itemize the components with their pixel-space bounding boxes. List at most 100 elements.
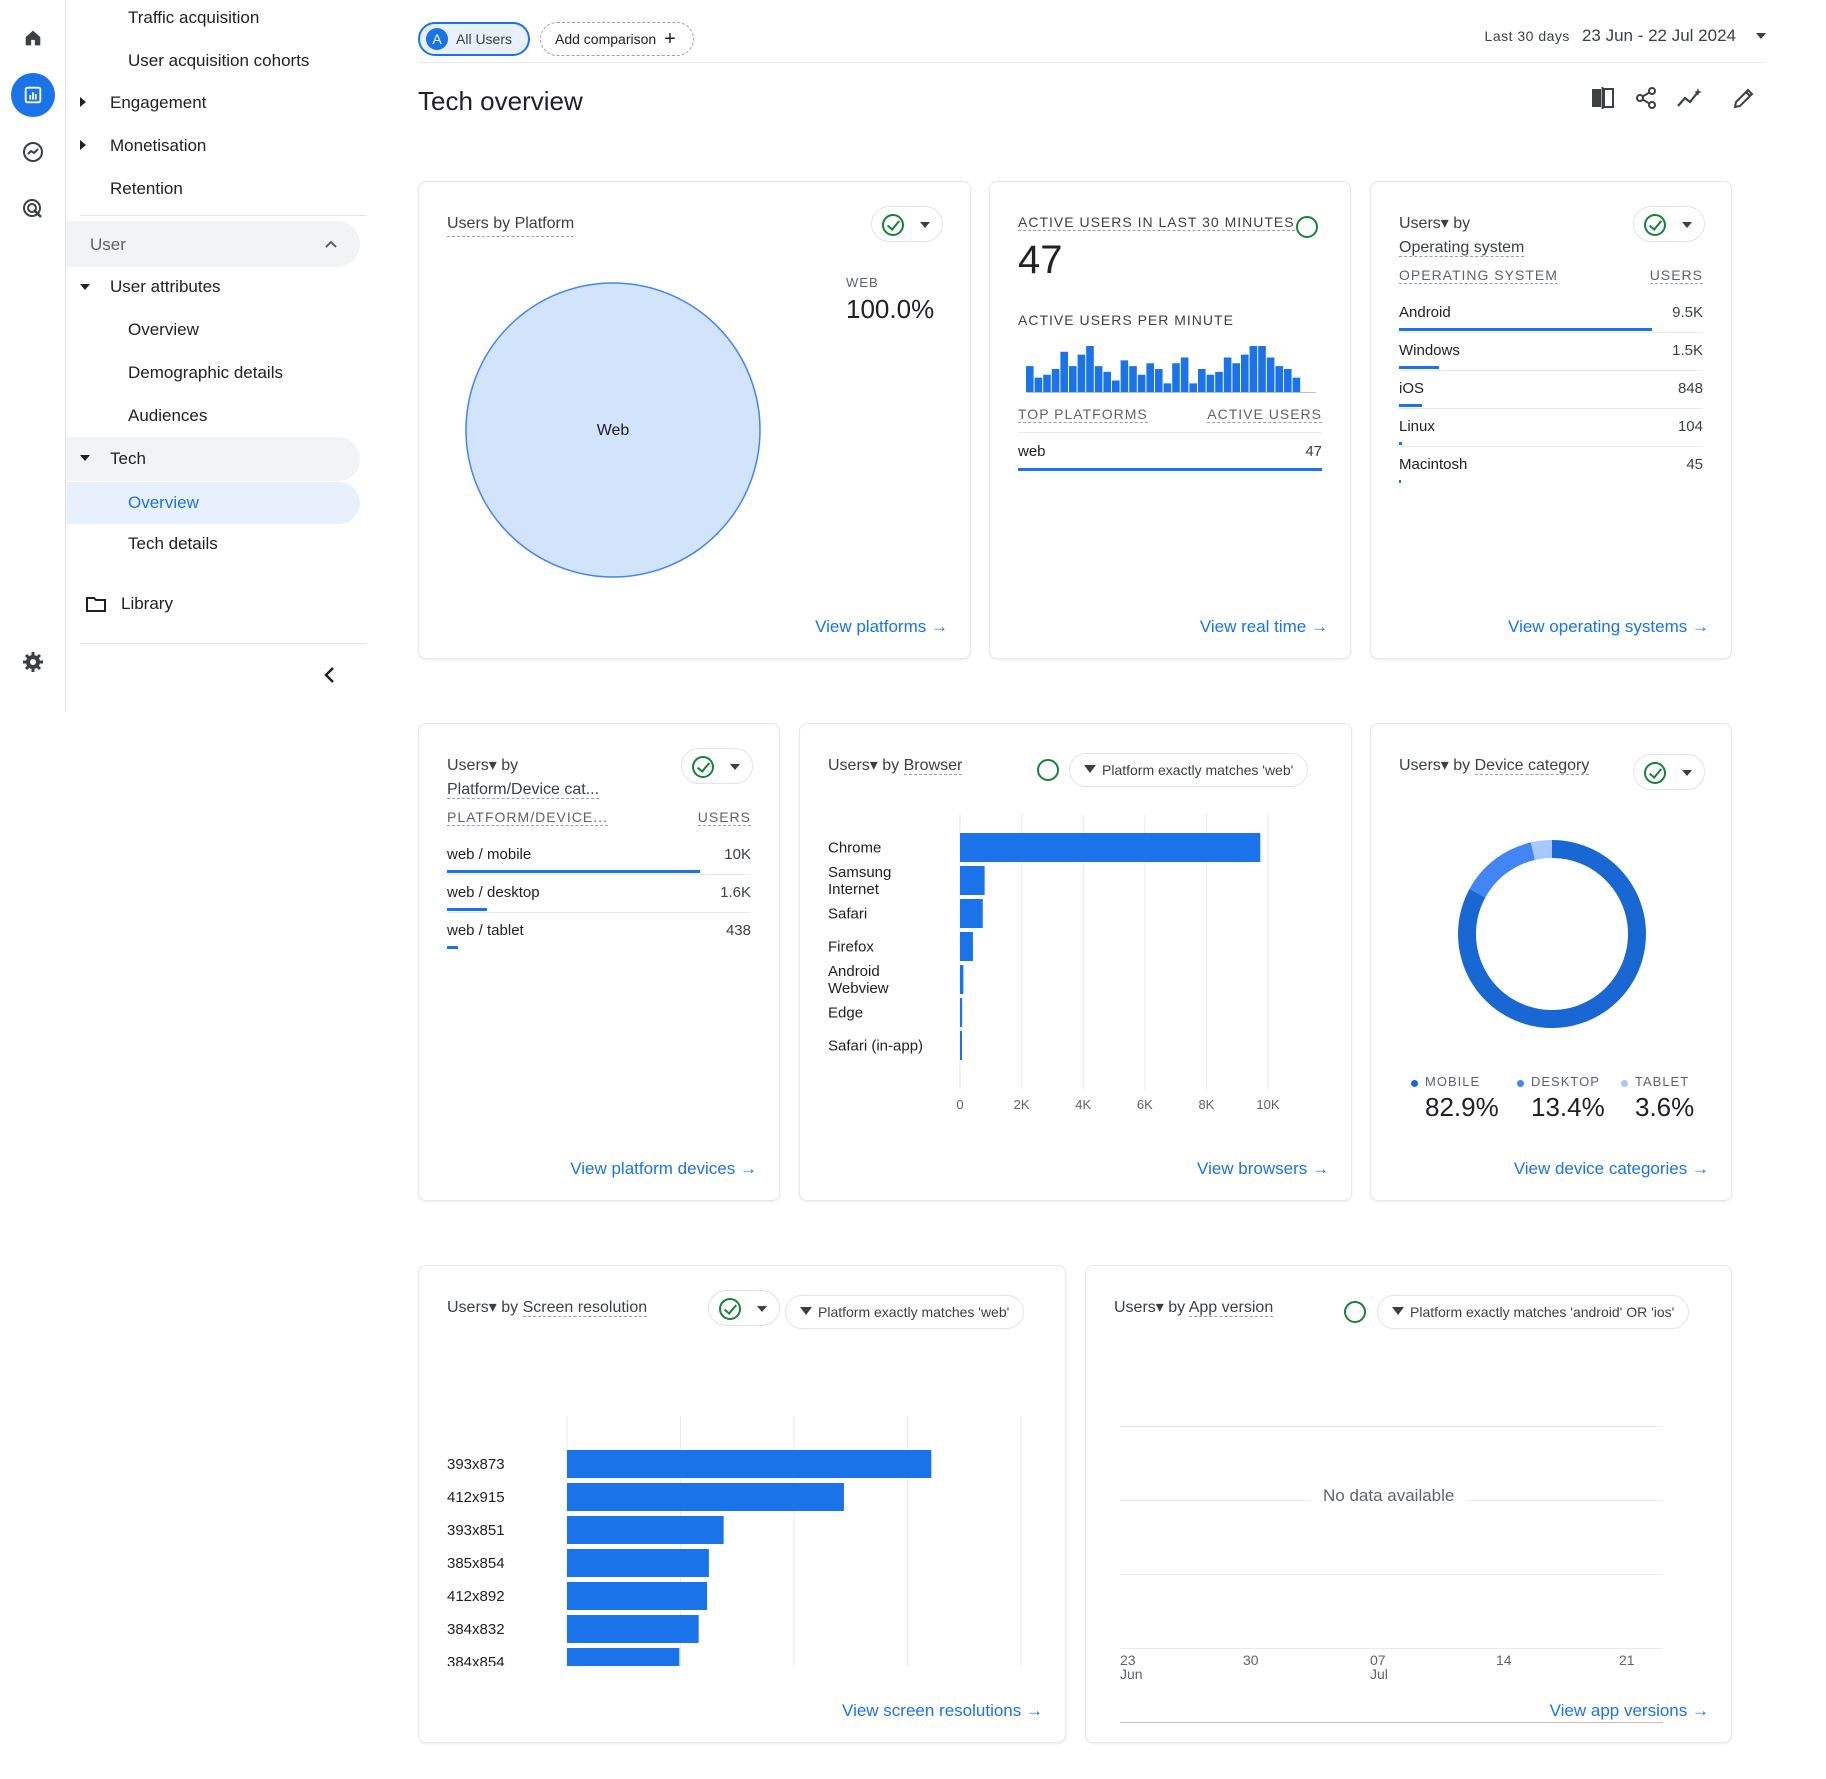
minute-bar[interactable] — [1284, 369, 1292, 392]
minute-bar[interactable] — [1120, 360, 1129, 392]
minute-bar[interactable] — [1292, 377, 1301, 392]
platform-filter-chip[interactable]: Platform exactly matches 'android' OR 'i… — [1377, 1295, 1690, 1329]
card-title[interactable]: Users▾ by App version — [1114, 1299, 1274, 1317]
bar[interactable] — [567, 1582, 708, 1610]
bar[interactable] — [567, 1516, 724, 1544]
bar[interactable] — [567, 1450, 932, 1478]
reports-icon[interactable] — [11, 73, 55, 117]
view-device-categories-link[interactable]: View device categories — [1514, 1159, 1709, 1179]
minute-bar[interactable] — [1146, 363, 1154, 392]
insights-icon[interactable] — [1676, 86, 1704, 110]
nav-library-row[interactable]: Library — [66, 583, 366, 625]
minute-bar[interactable] — [1258, 346, 1266, 392]
check-circle-icon[interactable] — [1296, 216, 1318, 238]
minute-bar[interactable] — [1172, 363, 1180, 392]
minute-bar[interactable] — [1103, 371, 1111, 392]
nav-ua-overview[interactable]: Overview — [128, 320, 199, 339]
minute-bar[interactable] — [1189, 383, 1197, 392]
minute-bar[interactable] — [1077, 354, 1086, 392]
minute-bar[interactable] — [1206, 374, 1215, 392]
nav-retention[interactable]: Retention — [110, 179, 183, 198]
bar[interactable] — [567, 1483, 844, 1511]
card-title[interactable]: Users▾ by Browser — [828, 757, 963, 775]
card-title[interactable]: Users▾ by Operating system — [1399, 215, 1525, 257]
pie-slice-web[interactable] — [465, 282, 761, 578]
view-screen-resolutions-link[interactable]: View screen resolutions — [842, 1701, 1043, 1721]
view-platform-devices-link[interactable]: View platform devices — [570, 1159, 757, 1179]
nav-tech-overview-selected[interactable]: Overview — [66, 482, 360, 524]
minute-bar[interactable] — [1094, 366, 1103, 392]
compare-icon[interactable] — [1590, 86, 1616, 110]
minute-bar[interactable] — [1086, 346, 1094, 392]
date-range-picker[interactable]: Last 30 days 23 Jun - 22 Jul 2024 — [1485, 26, 1766, 46]
donut-slice[interactable] — [1469, 842, 1535, 898]
nav-engagement-row[interactable]: Engagement — [66, 82, 366, 124]
bar[interactable] — [960, 833, 1261, 862]
data-quality-check-dropdown[interactable] — [1633, 206, 1705, 242]
minute-bar[interactable] — [1180, 357, 1189, 393]
minute-bar[interactable] — [1163, 383, 1172, 392]
bar[interactable] — [960, 899, 983, 928]
view-operating-systems-link[interactable]: View operating systems — [1508, 617, 1709, 637]
minute-bar[interactable] — [1129, 366, 1137, 392]
bar[interactable] — [960, 932, 973, 961]
minute-bar[interactable] — [1215, 371, 1223, 392]
card-title[interactable]: Users by Platform — [447, 212, 575, 237]
advertising-icon[interactable] — [11, 187, 55, 231]
card-title[interactable]: ACTIVE USERS IN LAST 30 MINUTES — [1018, 214, 1295, 231]
minute-bar[interactable] — [1112, 380, 1120, 393]
nav-user-attributes-row[interactable]: User attributes — [66, 266, 366, 308]
data-quality-check-dropdown[interactable] — [681, 748, 753, 784]
edit-pencil-icon[interactable] — [1732, 86, 1756, 110]
minute-bar[interactable] — [1034, 377, 1043, 392]
minute-bar[interactable] — [1232, 363, 1240, 392]
bar[interactable] — [960, 965, 964, 994]
view-app-versions-link[interactable]: View app versions — [1550, 1701, 1709, 1721]
os-column-header[interactable]: OPERATING SYSTEM — [1399, 267, 1558, 284]
nav-traffic-acquisition[interactable]: Traffic acquisition — [128, 8, 260, 27]
platform-filter-chip[interactable]: Platform exactly matches 'web' — [1069, 753, 1309, 787]
data-quality-check-dropdown[interactable] — [871, 206, 943, 242]
nav-user-acquisition-cohorts[interactable]: User acquisition cohorts — [128, 51, 310, 70]
add-comparison-button[interactable]: Add comparison + — [540, 22, 694, 56]
minute-bar[interactable] — [1137, 374, 1146, 392]
minute-bar[interactable] — [1051, 369, 1060, 392]
collapse-nav-chevron-left-icon[interactable] — [322, 666, 338, 684]
bar[interactable] — [567, 1648, 680, 1666]
check-circle-icon[interactable] — [1037, 759, 1059, 781]
top-platforms-header[interactable]: TOP PLATFORMS — [1018, 406, 1148, 423]
minute-bar[interactable] — [1060, 351, 1068, 392]
users-column-header[interactable]: USERS — [697, 809, 751, 826]
all-users-segment-chip[interactable]: A All Users — [418, 22, 530, 56]
nav-demographic-details[interactable]: Demographic details — [128, 363, 283, 382]
bar[interactable] — [960, 1031, 962, 1060]
donut-slice[interactable] — [1530, 840, 1552, 860]
minute-bar[interactable] — [1241, 354, 1249, 392]
bar[interactable] — [567, 1615, 699, 1643]
minute-bar[interactable] — [1155, 369, 1163, 392]
data-quality-check-dropdown[interactable] — [708, 1290, 780, 1326]
minute-bar[interactable] — [1043, 374, 1051, 392]
settings-gear-icon[interactable] — [11, 640, 55, 684]
active-users-header[interactable]: ACTIVE USERS — [1207, 406, 1322, 423]
view-platforms-link[interactable]: View platforms — [815, 617, 948, 637]
minute-bar[interactable] — [1266, 357, 1275, 393]
card-title[interactable]: Users▾ by Platform/Device cat... — [447, 757, 600, 799]
view-browsers-link[interactable]: View browsers — [1197, 1159, 1329, 1179]
nav-monetisation-row[interactable]: Monetisation — [66, 125, 366, 167]
minute-bar[interactable] — [1275, 366, 1283, 392]
bar[interactable] — [960, 866, 985, 895]
minute-bar[interactable] — [1223, 357, 1232, 393]
card-title[interactable]: Users▾ by Device category — [1399, 757, 1590, 775]
view-real-time-link[interactable]: View real time — [1200, 617, 1328, 637]
minute-bar[interactable] — [1026, 366, 1034, 392]
nav-user-section[interactable]: User — [66, 221, 360, 267]
share-icon[interactable] — [1634, 86, 1658, 110]
platform-filter-chip[interactable]: Platform exactly matches 'web' — [785, 1295, 1025, 1329]
minute-bar[interactable] — [1249, 346, 1258, 392]
minute-bar[interactable] — [1069, 366, 1077, 392]
bar[interactable] — [960, 998, 963, 1027]
platform-device-column-header[interactable]: PLATFORM/DEVICE... — [447, 809, 608, 826]
card-title[interactable]: Users▾ by Screen resolution — [447, 1299, 648, 1317]
users-column-header[interactable]: USERS — [1649, 267, 1703, 284]
